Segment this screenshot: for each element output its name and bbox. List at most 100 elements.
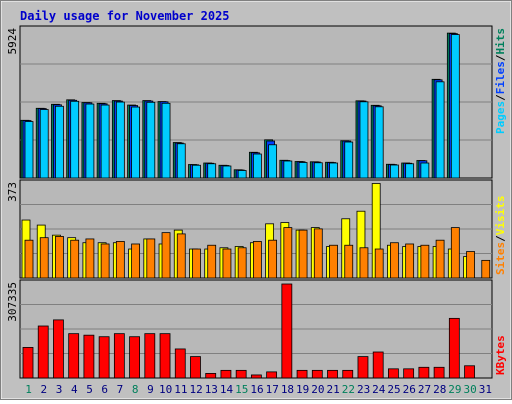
bar-kbytes-8 xyxy=(129,336,140,379)
bar-pages-15 xyxy=(237,170,247,179)
x-tick-label: 23 xyxy=(357,383,370,396)
x-axis-labels: 1 2 3 4 5 6 7 8 9 10 11 12 13 14 15 16 17 18 19 20 21 22 23 24 2… xyxy=(25,383,492,396)
bar-pages-16 xyxy=(252,153,262,179)
bar-kbytes-5 xyxy=(83,334,95,379)
bar-pages-23 xyxy=(359,101,369,179)
x-tick-label: 15 xyxy=(235,383,248,396)
bar-pages-21 xyxy=(329,162,338,179)
bar-pages-13 xyxy=(207,163,217,179)
panel-visits-sites xyxy=(19,179,493,279)
bar-pages-20 xyxy=(313,162,323,179)
bar-kbytes-30 xyxy=(464,365,475,379)
bar-pages-22 xyxy=(344,141,354,179)
bar-sites-28 xyxy=(435,239,445,279)
bar-pages-25 xyxy=(390,164,399,179)
bar-sites-11 xyxy=(176,233,186,279)
bar-sites-1 xyxy=(24,239,34,279)
bar-kbytes-27 xyxy=(418,366,430,379)
x-tick-label: 8 xyxy=(132,383,139,396)
x-tick-label: 14 xyxy=(220,383,234,396)
x-tick-label: 7 xyxy=(117,383,124,396)
legend-top: Pages/Files/Hits xyxy=(494,28,507,134)
bar-kbytes-6 xyxy=(98,336,110,379)
bar-pages-2 xyxy=(39,109,49,179)
bar-pages-1 xyxy=(24,121,34,179)
x-tick-label: 30 xyxy=(464,383,477,396)
x-tick-label: 22 xyxy=(342,383,355,396)
x-tick-label: 24 xyxy=(372,383,386,396)
bar-kbytes-2 xyxy=(37,325,49,379)
x-tick-label: 19 xyxy=(296,383,309,396)
bar-kbytes-22 xyxy=(342,369,354,379)
bar-sites-16 xyxy=(252,241,262,279)
bar-pages-10 xyxy=(161,102,171,179)
x-tick-label: 13 xyxy=(205,383,218,396)
bar-sites-25 xyxy=(390,242,399,279)
x-tick-label: 31 xyxy=(479,383,492,396)
bar-pages-26 xyxy=(405,163,415,179)
x-tick-label: 28 xyxy=(433,383,446,396)
bar-pages-28 xyxy=(435,81,445,179)
bar-sites-13 xyxy=(207,244,217,279)
bar-pages-3 xyxy=(55,105,64,179)
bar-sites-9 xyxy=(146,238,156,279)
bar-pages-7 xyxy=(115,101,125,179)
bar-kbytes-26 xyxy=(403,368,415,379)
bar-pages-17 xyxy=(268,144,278,179)
bar-sites-10 xyxy=(161,232,171,279)
bar-sites-24 xyxy=(374,248,384,279)
bar-pages-14 xyxy=(222,165,232,179)
legend-sep: / xyxy=(494,94,507,101)
bar-kbytes-3 xyxy=(53,319,64,379)
legend-kbytes: KBytes xyxy=(494,335,507,375)
x-tick-label: 29 xyxy=(448,383,461,396)
x-tick-label: 27 xyxy=(418,383,431,396)
legend-visits: Visits xyxy=(494,196,507,236)
bar-sites-27 xyxy=(420,244,430,279)
bar-pages-27 xyxy=(420,162,430,179)
bar-pages-11 xyxy=(176,143,186,179)
ymax-label-top: 5924 xyxy=(6,28,19,55)
bar-sites-20 xyxy=(313,228,323,279)
panel-hits-files-pages xyxy=(19,25,493,179)
bar-kbytes-18 xyxy=(281,283,293,379)
bar-pages-24 xyxy=(374,106,384,179)
legend-bot: KBytes xyxy=(494,335,507,375)
bar-pages-4 xyxy=(70,100,80,179)
legend-pages: Pages xyxy=(494,101,507,134)
bar-sites-7 xyxy=(115,241,125,279)
x-tick-label: 18 xyxy=(281,383,294,396)
bar-kbytes-7 xyxy=(113,333,125,379)
bar-sites-26 xyxy=(405,243,415,279)
bar-pages-29 xyxy=(450,34,460,179)
legend-sep: / xyxy=(494,235,507,242)
x-tick-label: 11 xyxy=(174,383,187,396)
x-tick-label: 26 xyxy=(403,383,416,396)
bar-pages-6 xyxy=(100,104,110,179)
legend-sep: / xyxy=(494,54,507,61)
x-tick-label: 16 xyxy=(250,383,263,396)
legend-files: Files xyxy=(494,61,507,94)
bar-sites-29 xyxy=(450,227,460,279)
x-tick-label: 6 xyxy=(101,383,108,396)
x-tick-label: 21 xyxy=(327,383,340,396)
x-tick-label: 4 xyxy=(71,383,78,396)
bar-kbytes-1 xyxy=(22,347,34,379)
x-tick-label: 12 xyxy=(189,383,202,396)
bar-kbytes-14 xyxy=(220,369,232,379)
chart-title: Daily usage for November 2025 xyxy=(20,9,230,23)
bar-sites-14 xyxy=(222,248,232,279)
bar-kbytes-17 xyxy=(266,371,278,379)
bar-sites-3 xyxy=(55,236,64,279)
bar-kbytes-19 xyxy=(296,369,308,379)
bar-sites-18 xyxy=(283,227,293,279)
bar-pages-12 xyxy=(192,164,201,179)
x-tick-label: 5 xyxy=(86,383,93,396)
x-tick-label: 2 xyxy=(41,383,48,396)
bar-sites-19 xyxy=(298,229,308,279)
bar-pages-19 xyxy=(298,162,308,179)
bar-sites-6 xyxy=(100,243,110,279)
bar-kbytes-12 xyxy=(190,356,201,379)
